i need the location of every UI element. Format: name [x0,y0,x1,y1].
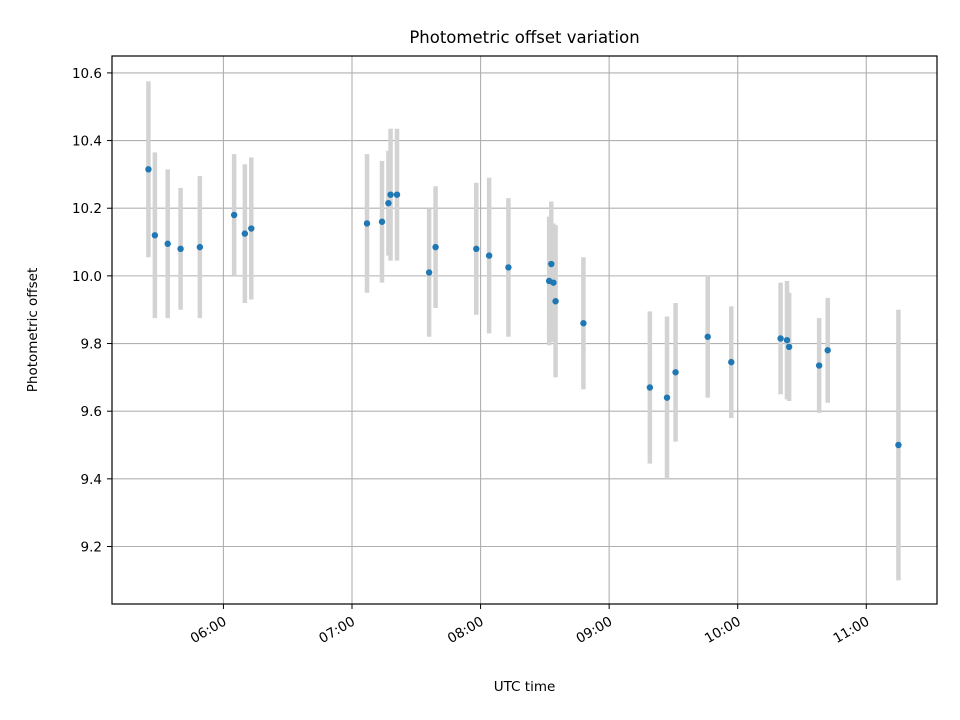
data-point [783,336,791,344]
x-tick-label: 10:00 [702,614,744,647]
y-tick-label: 10.6 [72,66,102,82]
data-point [777,335,784,342]
y-axis-label: Photometric offset [25,268,41,392]
data-point [552,298,559,305]
data-point [196,243,204,251]
data-point [230,211,238,219]
data-point [164,240,171,247]
data-point [485,252,493,259]
data-point [580,320,587,327]
data-point [385,199,392,207]
data-point [378,218,386,225]
x-tick-label: 11:00 [831,614,873,647]
data-point [425,269,433,276]
data-point [145,166,152,173]
y-tick-label: 10.2 [72,201,102,217]
data-point [473,245,480,253]
y-tick-label: 9.8 [81,337,102,353]
plot-frame [111,55,938,605]
x-axis-label: UTC time [494,679,556,695]
y-axis-ticks: 9.2 9.4 9.6 9.8 10.0 10.2 10.4 10.6 [72,66,112,555]
data-points [145,166,902,449]
y-tick-label: 9.4 [81,472,102,488]
data-point [550,279,557,286]
data-point [672,369,679,376]
data-point [895,441,902,449]
y-tick-label: 9.6 [81,404,102,420]
data-point [728,358,735,366]
data-point [815,362,823,369]
data-point [151,232,159,239]
x-tick-label: 08:00 [445,614,487,647]
data-point [548,260,555,268]
data-point [432,243,439,251]
grid-lines [112,56,937,604]
x-tick-label: 07:00 [316,614,358,647]
error-bars [146,81,901,581]
data-point [387,191,394,198]
x-tick-label: 06:00 [188,614,230,647]
y-tick-label: 9.2 [81,539,102,555]
data-point [248,225,255,232]
data-point [505,264,512,271]
data-point [241,230,249,237]
data-point [704,333,711,340]
y-tick-label: 10.4 [72,134,102,150]
data-point [393,191,401,198]
y-tick-label: 10.0 [72,269,102,285]
data-point [785,343,793,351]
data-point [363,220,371,227]
data-point [646,384,654,391]
x-tick-label: 09:00 [573,614,615,647]
chart-title: Photometric offset variation [409,28,639,47]
data-point [824,347,831,354]
x-axis-ticks: 06:00 07:00 08:00 09:00 10:00 11:00 [188,604,873,647]
data-point [177,245,184,253]
data-point [663,394,671,401]
